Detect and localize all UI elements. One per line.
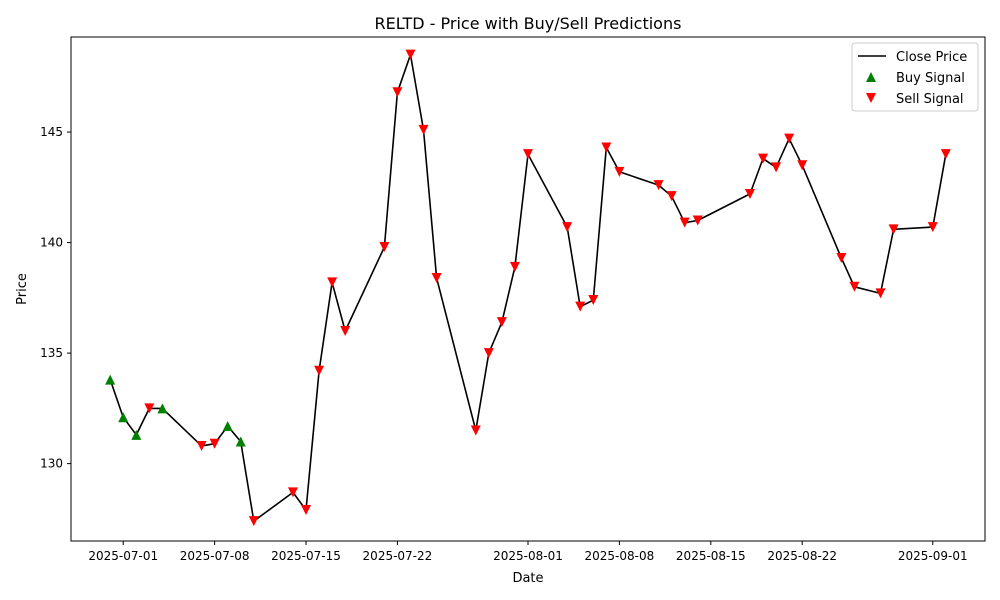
y-tick-label: 130 [40, 457, 63, 471]
chart-title: RELTD - Price with Buy/Sell Predictions [375, 14, 682, 33]
x-tick-label: 2025-07-01 [88, 549, 158, 563]
legend-label-close-price: Close Price [896, 50, 967, 65]
x-tick-label: 2025-08-01 [493, 549, 563, 563]
legend-label-buy-signal: Buy Signal [896, 71, 965, 86]
x-axis-label: Date [512, 571, 543, 586]
x-tick-label: 2025-08-15 [676, 549, 746, 563]
x-tick-label: 2025-08-22 [767, 549, 837, 563]
y-axis-label: Price [15, 273, 30, 305]
y-tick-label: 145 [40, 125, 63, 139]
x-tick-label: 2025-07-15 [271, 549, 341, 563]
x-tick-label: 2025-08-08 [585, 549, 655, 563]
x-tick-label: 2025-07-08 [180, 549, 250, 563]
y-tick-label: 135 [40, 346, 63, 360]
legend-label-sell-signal: Sell Signal [896, 92, 964, 107]
x-tick-label: 2025-07-22 [363, 549, 433, 563]
x-tick-label: 2025-09-01 [898, 549, 968, 563]
y-tick-label: 140 [40, 236, 63, 250]
chart-legend: Close Price Buy Signal Sell Signal [852, 43, 978, 111]
